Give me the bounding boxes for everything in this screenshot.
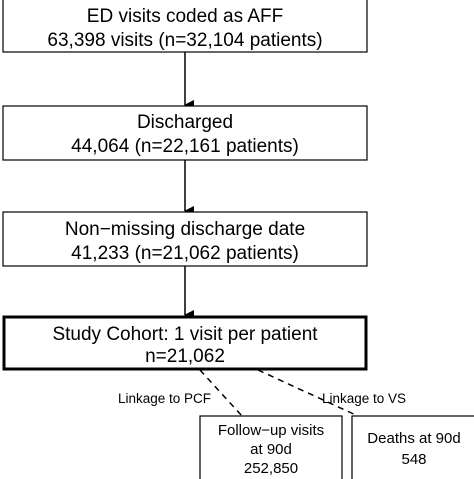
box-study-cohort-title: Study Cohort: 1 visit per patient <box>52 324 318 345</box>
box-ed-visits <box>2 0 368 53</box>
box-discharged <box>2 105 368 161</box>
box-non-missing-title: Non−missing discharge date <box>65 219 305 240</box>
box-ed-visits-title: ED visits coded as AFF <box>87 6 283 27</box>
box-ed-visits-count: 63,398 visits (n=32,104 patients) <box>47 30 322 51</box>
label-linkage-pcf: Linkage to PCF <box>118 391 211 406</box>
box-non-missing-count: 41,233 (n=21,062 patients) <box>71 243 299 264</box>
box-discharged-count: 44,064 (n=22,161 patients) <box>71 136 299 157</box>
box-follow-up <box>199 415 343 479</box>
box-non-missing <box>2 211 368 267</box>
box-deaths <box>351 415 474 479</box>
box-study-cohort-count: n=21,062 <box>145 346 225 367</box>
dashed-link-vs <box>257 369 359 417</box>
box-deaths-line2: 548 <box>401 451 426 468</box>
box-study-cohort <box>2 315 368 371</box>
box-discharged-title: Discharged <box>137 112 233 133</box>
box-deaths-line1: Deaths at 90d <box>367 430 460 447</box>
box-follow-up-line1: Follow−up visits <box>218 422 324 439</box>
box-follow-up-line2: at 90d <box>250 441 292 458</box>
label-linkage-vs: Linkage to VS <box>322 391 406 406</box>
box-follow-up-line3: 252,850 <box>244 460 298 477</box>
